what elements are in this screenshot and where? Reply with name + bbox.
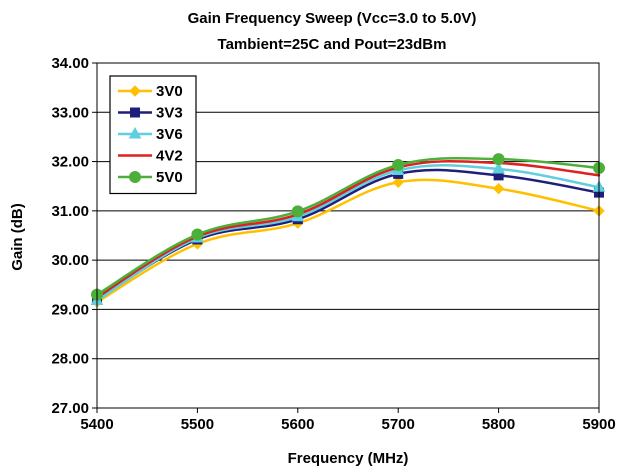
y-tick-label: 29.00	[51, 301, 89, 318]
legend-item-3V3: 3V3	[118, 105, 183, 122]
data-point-5V0-5700	[392, 159, 405, 172]
series-5V0	[91, 153, 605, 301]
series-line-3V0	[95, 178, 601, 304]
data-point-5V0-5800	[492, 153, 505, 166]
legend-marker-3V6	[128, 126, 142, 139]
x-tick-label: 5700	[382, 416, 415, 433]
y-tick-label: 31.00	[51, 203, 89, 220]
series-line-5V0	[95, 157, 601, 296]
legend-marker-3V3	[130, 107, 140, 118]
data-point-3V0-5700	[392, 176, 404, 188]
series-line-4V2	[95, 160, 601, 299]
x-tick-label: 5900	[582, 416, 615, 433]
legend-label: 3V3	[156, 105, 183, 122]
legend-label: 4V2	[156, 148, 183, 165]
y-tick-label: 28.00	[51, 351, 89, 368]
legend-label: 5V0	[156, 169, 183, 186]
x-tick-label: 5500	[181, 416, 214, 433]
chart-subtitle: Tambient=25C and Pout=23dBm	[218, 36, 447, 53]
legend-item-3V6: 3V6	[118, 126, 183, 143]
legend-item-3V0: 3V0	[118, 83, 183, 100]
x-tick-label: 5800	[482, 416, 515, 433]
data-point-3V0-5800	[492, 182, 505, 195]
series-4V2	[95, 160, 601, 299]
legend-marker-3V0	[129, 85, 141, 97]
y-tick-label: 32.00	[51, 154, 89, 171]
data-point-3V6-5800	[492, 161, 505, 174]
x-tick-label: 5400	[80, 416, 113, 433]
legend-label: 3V0	[156, 83, 183, 100]
y-tick-label: 34.00	[51, 55, 89, 72]
y-tick-label: 30.00	[51, 252, 89, 269]
legend-item-5V0: 5V0	[118, 169, 183, 186]
chart-title: Gain Frequency Sweep (Vcc=3.0 to 5.0V)	[188, 10, 477, 27]
series-lines	[90, 153, 606, 308]
y-axis-label: Gain (dB)	[9, 203, 26, 271]
x-tick-label: 5600	[281, 416, 314, 433]
plot-area-frame	[96, 62, 600, 409]
legend-marker-5V0	[129, 171, 141, 183]
legend: 3V0 3V3 3V6 4V2 5V0	[109, 75, 197, 195]
legend-label: 3V6	[156, 126, 183, 143]
y-tick-label: 27.00	[51, 400, 89, 417]
y-tick-labels: 27.00 28.00 29.00 30.00 31.00 32.00 33.00 34.00	[51, 55, 97, 417]
data-point-5V0-5600	[291, 205, 304, 218]
series-line-3V6	[95, 164, 601, 302]
data-point-5V0-5500	[191, 228, 204, 241]
series-3V0	[91, 176, 605, 308]
x-tick-labels: 5400 5500 5600 5700 5800 5900	[80, 408, 616, 433]
y-tick-label: 33.00	[51, 104, 89, 121]
legend-item-4V2: 4V2	[118, 148, 183, 165]
x-axis-label: Frequency (MHz)	[288, 450, 409, 467]
